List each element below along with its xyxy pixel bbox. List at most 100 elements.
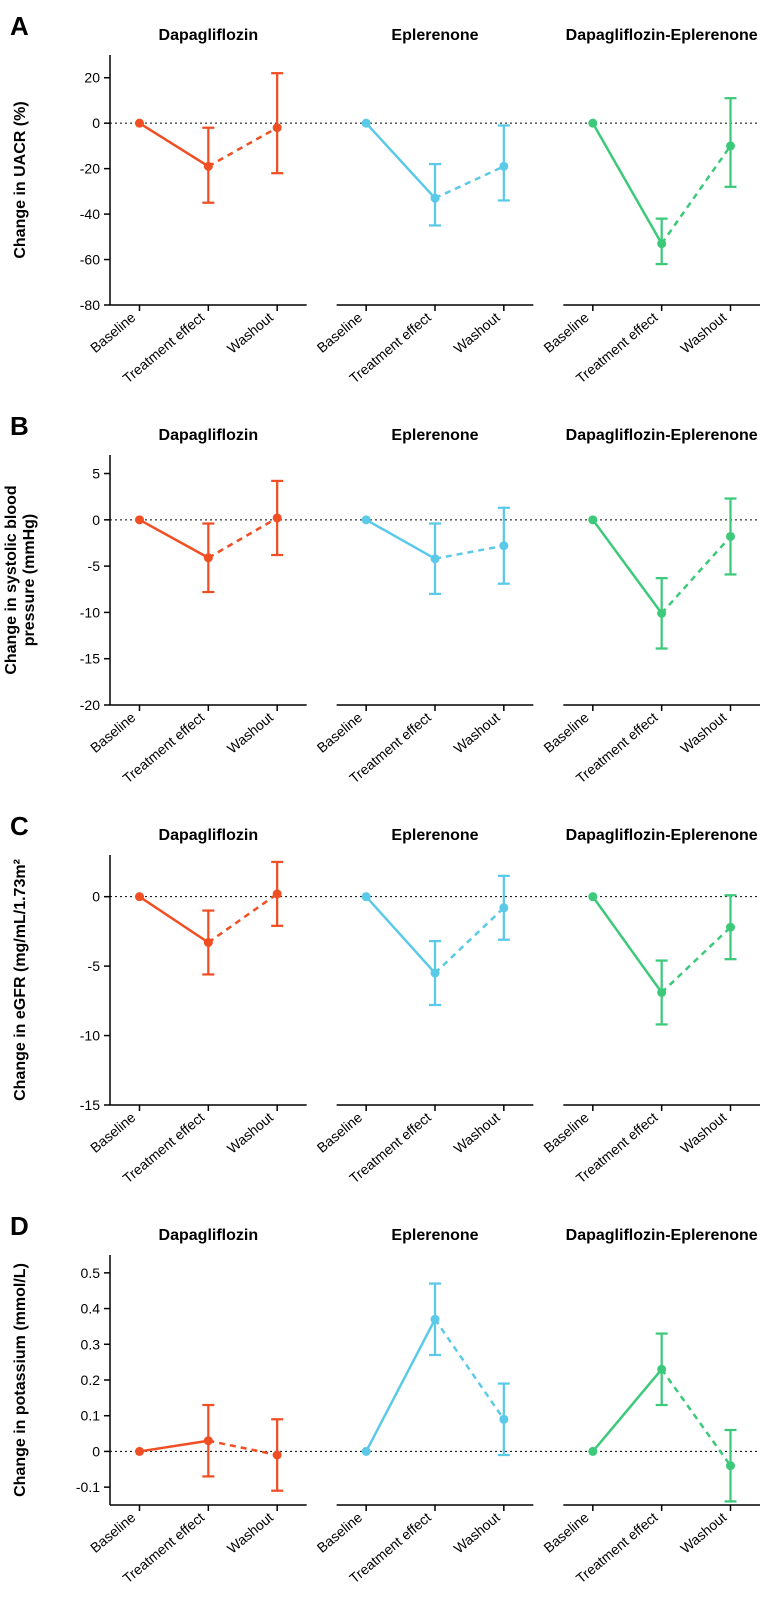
x-tick-label: Baseline (540, 1509, 592, 1556)
group-title-1: Eplerenone (391, 27, 478, 44)
x-tick-label: Washout (677, 1509, 729, 1557)
y-tick-label: -15 (80, 1097, 100, 1113)
y-tick-label: -20 (80, 697, 100, 713)
panel-letter-D: D (10, 1211, 29, 1241)
series-line-dashed (435, 166, 504, 198)
y-tick-label: -40 (80, 206, 100, 222)
data-point (273, 1451, 282, 1460)
data-point (204, 162, 213, 171)
y-axis-label: Change in potassium (mmol/L) (12, 1263, 29, 1497)
group-title-2: Dapagliflozin-Eplerenone (566, 1227, 758, 1244)
y-tick-label: 0.1 (81, 1408, 101, 1424)
y-axis-label: Change in systolic bloodpressure (mmHg) (3, 485, 38, 674)
data-point (135, 119, 144, 128)
series-line-dashed (208, 1441, 277, 1455)
y-axis-label: Change in eGFR (mg/mL/1.73m² (12, 859, 29, 1101)
y-tick-label: -60 (80, 252, 100, 268)
x-tick-label: Baseline (314, 1509, 366, 1556)
group-title-1: Eplerenone (391, 427, 478, 444)
series-line-dashed (662, 146, 731, 244)
x-tick-label: Washout (677, 709, 729, 757)
x-tick-label: Washout (451, 1109, 503, 1157)
data-point (499, 541, 508, 550)
data-point (204, 938, 213, 947)
y-tick-label: 0 (92, 1443, 100, 1459)
panel-D: D-0.100.10.20.30.40.5Change in potassium… (10, 1211, 760, 1586)
data-point (273, 889, 282, 898)
x-tick-label: Baseline (87, 1509, 139, 1556)
y-axis-label: Change in UACR (%) (12, 101, 29, 258)
x-tick-label: Washout (677, 1109, 729, 1157)
group-title-1: Eplerenone (391, 827, 478, 844)
y-tick-label: -10 (80, 1028, 100, 1044)
series-line-dashed (662, 927, 731, 992)
y-tick-label: -5 (88, 958, 101, 974)
y-tick-label: 0.4 (81, 1301, 101, 1317)
data-point (431, 194, 440, 203)
data-point (135, 892, 144, 901)
data-point (499, 1415, 508, 1424)
x-tick-label: Washout (677, 309, 729, 357)
series-line-dashed (208, 518, 277, 558)
data-point (657, 609, 666, 618)
x-tick-label: Baseline (540, 1109, 592, 1156)
x-tick-label: Washout (451, 709, 503, 757)
series-line-solid (140, 1441, 209, 1452)
x-tick-label: Washout (451, 309, 503, 357)
y-tick-label: 0 (92, 889, 100, 905)
data-point (588, 892, 597, 901)
data-point (726, 1461, 735, 1470)
series-line-solid (593, 897, 662, 993)
y-tick-label: -0.1 (76, 1479, 100, 1495)
group-title-2: Dapagliflozin-Eplerenone (566, 27, 758, 44)
data-point (726, 923, 735, 932)
x-tick-label: Baseline (540, 709, 592, 756)
x-tick-label: Baseline (87, 309, 139, 356)
x-tick-label: Washout (451, 1509, 503, 1557)
data-point (362, 119, 371, 128)
group-title-0: Dapagliflozin (159, 827, 259, 844)
figure-container: A-80-60-40-20020Change in UACR (%)Dapagl… (0, 0, 780, 1605)
x-tick-label: Washout (224, 309, 276, 357)
y-tick-label: 0 (92, 512, 100, 528)
y-tick-label: -15 (80, 651, 100, 667)
data-point (204, 1436, 213, 1445)
y-tick-label: 5 (92, 466, 100, 482)
panel-B: B-20-15-10-505Change in systolic bloodpr… (3, 411, 760, 786)
series-line-dashed (435, 1319, 504, 1419)
x-tick-label: Baseline (314, 709, 366, 756)
data-point (726, 141, 735, 150)
data-point (657, 1365, 666, 1374)
panel-C: C -15 -10 -5 0 Change in eGFR (mg/mL/1.73m² Da… (10, 811, 760, 1186)
data-point (726, 532, 735, 541)
series-line-solid (593, 123, 662, 243)
data-point (588, 1447, 597, 1456)
figure-svg: A-80-60-40-20020Change in UACR (%)Dapagl… (0, 0, 780, 1605)
y-tick-label: 0.5 (81, 1265, 101, 1281)
data-point (588, 515, 597, 524)
panel-letter-C: C (10, 811, 29, 841)
data-point (657, 988, 666, 997)
data-point (431, 1315, 440, 1324)
data-point (499, 903, 508, 912)
series-line-solid (140, 520, 209, 558)
x-tick-label: Baseline (540, 309, 592, 356)
series-line-solid (593, 520, 662, 614)
data-point (499, 162, 508, 171)
data-point (204, 553, 213, 562)
series-line-solid (140, 123, 209, 166)
data-point (362, 892, 371, 901)
data-point (273, 123, 282, 132)
panel-A: A-80-60-40-20020Change in UACR (%)Dapagl… (10, 11, 760, 386)
data-point (362, 1447, 371, 1456)
series-line-dashed (208, 128, 277, 167)
x-tick-label: Baseline (314, 309, 366, 356)
series-line-dashed (662, 536, 731, 613)
data-point (657, 239, 666, 248)
series-line-dashed (208, 894, 277, 943)
group-title-0: Dapagliflozin (159, 427, 259, 444)
series-line-solid (593, 1369, 662, 1451)
data-point (431, 969, 440, 978)
series-line-solid (366, 897, 435, 973)
group-title-0: Dapagliflozin (159, 27, 259, 44)
